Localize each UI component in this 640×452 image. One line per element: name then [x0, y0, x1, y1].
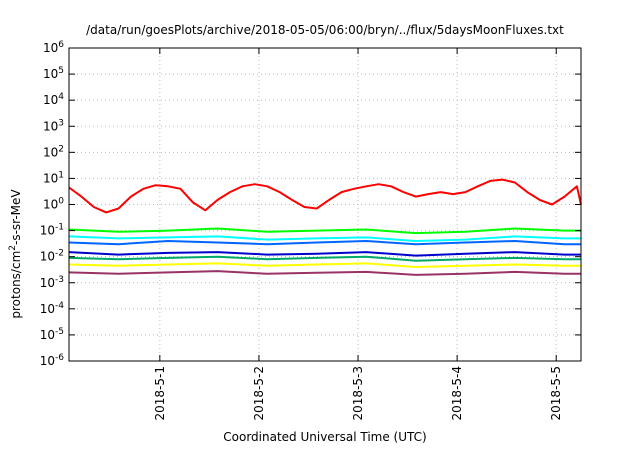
y-tick-base: 10	[40, 250, 55, 264]
x-axis: 2018-5-1 2018-5-2 2018-5-3 2018-5-4 2018-5-5	[153, 48, 563, 420]
x-tick-label: 2018-5-5	[549, 366, 563, 420]
chart-title: /data/run/goesPlots/archive/2018-05-05/0…	[86, 23, 564, 37]
y-tick-exp: 5	[58, 66, 64, 76]
y-tick-base: 10	[40, 328, 55, 342]
y-tick-base: 10	[43, 198, 58, 212]
y-tick-label: 10-4	[40, 301, 65, 316]
y-tick-exp: 3	[58, 118, 64, 128]
y-tick-label: 103	[43, 118, 64, 133]
y-tick-label: 106	[43, 40, 64, 55]
y-tick-base: 10	[43, 41, 58, 55]
y-axis-title-rest: -s-sr-MeV	[9, 189, 23, 245]
y-tick-label: 100	[43, 197, 64, 212]
series-layer	[68, 178, 582, 276]
y-tick-label: 101	[43, 170, 64, 185]
y-tick-base: 10	[40, 224, 55, 238]
y-tick-base: 10	[43, 145, 58, 159]
series-line-7	[68, 262, 581, 268]
y-tick-base: 10	[40, 354, 55, 368]
series-line-2	[68, 227, 581, 235]
y-tick-base: 10	[43, 171, 58, 185]
y-tick-exp: 6	[58, 40, 64, 50]
y-tick-label: 10-6	[40, 353, 65, 368]
y-tick-base: 10	[43, 67, 58, 81]
y-tick-exp: -6	[55, 353, 64, 363]
grid	[69, 48, 581, 361]
y-tick-exp: 0	[58, 197, 64, 207]
y-tick-label: 102	[43, 144, 64, 159]
y-tick-label: 10-1	[40, 223, 64, 238]
y-tick-base: 10	[43, 93, 58, 107]
y-axis-title-sup: 2	[8, 245, 18, 251]
y-tick-base: 10	[40, 302, 55, 316]
y-tick-base: 10	[40, 276, 55, 290]
y-tick-exp: 2	[58, 144, 64, 154]
y-tick-label: 105	[43, 66, 64, 81]
x-tick-label: 2018-5-4	[450, 366, 464, 420]
series-line-8	[68, 270, 581, 276]
y-tick-exp: -1	[55, 223, 64, 233]
y-axis: 10-610-510-410-310-210-11001011021031041…	[40, 40, 581, 368]
y-tick-exp: -5	[55, 327, 64, 337]
y-tick-base: 10	[43, 119, 58, 133]
x-axis-title: Coordinated Universal Time (UTC)	[223, 430, 426, 444]
x-tick-label: 2018-5-3	[351, 366, 365, 420]
y-tick-exp: 1	[58, 170, 64, 180]
series-line-6	[68, 255, 581, 262]
y-tick-exp: -4	[55, 301, 64, 311]
y-tick-label: 104	[43, 92, 64, 107]
y-tick-exp: -2	[55, 249, 64, 259]
y-axis-title: protons/cm2-s-sr-MeV	[8, 189, 23, 319]
series-line-3	[68, 235, 581, 242]
y-tick-label: 10-3	[40, 275, 64, 290]
series-line-5	[68, 251, 581, 257]
y-tick-exp: 4	[58, 92, 64, 102]
series-line-1	[68, 178, 582, 214]
y-tick-label: 10-2	[40, 249, 64, 264]
y-axis-title-base: protons/cm	[9, 251, 23, 319]
y-tick-exp: -3	[55, 275, 64, 285]
x-tick-label: 2018-5-1	[153, 366, 167, 420]
series-line-4	[68, 240, 581, 246]
x-tick-label: 2018-5-2	[252, 366, 266, 420]
y-tick-label: 10-5	[40, 327, 64, 342]
